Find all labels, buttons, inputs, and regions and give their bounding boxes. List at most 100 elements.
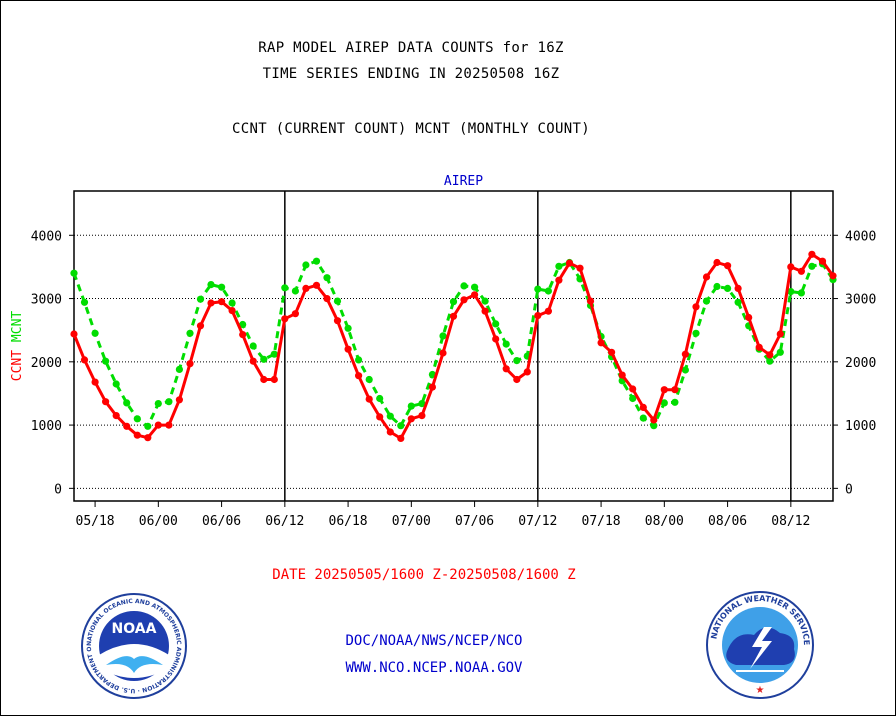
y-axis-label-ccnt: CCNT	[10, 350, 25, 381]
data-point-ccnt	[270, 375, 278, 384]
y-tick-label-right: 2000	[845, 356, 876, 371]
data-point-mcnt	[439, 332, 447, 340]
data-point-mcnt	[471, 283, 479, 291]
data-point-ccnt	[175, 396, 183, 404]
data-point-mcnt	[355, 356, 363, 364]
y-tick-label-left: 0	[54, 482, 62, 497]
data-point-ccnt	[102, 398, 110, 406]
data-point-mcnt	[766, 357, 774, 365]
data-point-ccnt	[481, 307, 489, 315]
data-point-ccnt	[544, 307, 553, 315]
data-point-mcnt	[724, 284, 732, 292]
y-tick-label-left: 1000	[31, 419, 62, 434]
x-tick-label: 07/12	[518, 514, 557, 529]
data-point-ccnt	[144, 434, 152, 442]
y-tick-label-left: 4000	[31, 229, 62, 244]
data-point-mcnt	[418, 400, 426, 408]
data-point-ccnt	[692, 303, 700, 311]
data-point-ccnt	[355, 372, 363, 380]
nws-logo-star: ★	[756, 685, 765, 696]
data-point-ccnt	[502, 365, 510, 373]
data-point-ccnt	[787, 263, 795, 271]
data-point-mcnt	[323, 274, 331, 282]
website-link[interactable]: WWW.NCO.NCEP.NOAA.GOV	[345, 660, 523, 676]
data-point-ccnt	[702, 273, 711, 281]
data-point-ccnt	[797, 267, 806, 275]
data-point-ccnt	[70, 330, 78, 338]
y-tick-label-right: 3000	[845, 293, 876, 308]
data-point-ccnt	[565, 259, 574, 267]
data-point-ccnt	[344, 345, 352, 353]
y-axis-label-mcnt: MCNT	[10, 311, 25, 350]
chart-subtitle-series: TIME SERIES ENDING IN 20250508 16Z	[262, 66, 560, 82]
x-tick-label: 08/00	[645, 514, 684, 529]
data-point-ccnt	[586, 297, 595, 305]
data-point-mcnt	[91, 329, 99, 337]
nws-logo: NATIONAL WEATHER SERVICE ★	[706, 591, 814, 699]
data-point-ccnt	[513, 375, 521, 384]
data-point-mcnt	[544, 287, 553, 295]
data-point-ccnt	[639, 403, 647, 411]
data-point-ccnt	[439, 349, 447, 357]
data-point-mcnt	[534, 285, 542, 293]
data-point-ccnt	[650, 416, 658, 424]
data-point-ccnt	[228, 307, 236, 315]
data-point-mcnt	[481, 297, 489, 305]
data-point-ccnt	[428, 383, 436, 391]
x-tick-label: 06/06	[202, 514, 241, 529]
data-point-mcnt	[312, 257, 321, 265]
data-point-mcnt	[207, 281, 215, 289]
data-point-ccnt	[196, 322, 205, 330]
data-point-mcnt	[734, 298, 742, 306]
data-point-mcnt	[218, 283, 226, 291]
data-point-ccnt	[671, 386, 679, 394]
data-point-mcnt	[555, 262, 563, 270]
x-tick-label: 08/06	[708, 514, 747, 529]
data-point-ccnt	[323, 295, 331, 303]
chart-legend-description: CCNT (CURRENT COUNT) MCNT (MONTHLY COUNT…	[232, 121, 590, 137]
data-point-ccnt	[523, 368, 531, 376]
noaa-logo-text: NOAA	[112, 621, 157, 637]
data-point-ccnt	[471, 291, 479, 299]
data-point-mcnt	[112, 380, 120, 388]
data-point-ccnt	[281, 315, 289, 323]
plot-area-frame	[73, 190, 834, 502]
data-point-mcnt	[681, 366, 690, 374]
plot-subtitle: AIREP	[444, 174, 483, 189]
data-point-mcnt	[797, 289, 806, 297]
series-line-ccnt	[72, 252, 835, 440]
data-point-ccnt	[681, 350, 690, 358]
data-point-ccnt	[207, 299, 215, 307]
y-tick-label-right: 0	[845, 482, 853, 497]
data-point-ccnt	[755, 343, 763, 351]
data-point-mcnt	[492, 320, 500, 328]
data-point-mcnt	[629, 394, 637, 403]
data-point-mcnt	[692, 329, 700, 337]
data-point-ccnt	[154, 421, 162, 429]
data-point-ccnt	[407, 415, 415, 423]
data-point-mcnt	[102, 357, 110, 365]
x-tick-label: 07/18	[582, 514, 621, 529]
y-tick-label-left: 2000	[31, 356, 62, 371]
data-point-ccnt	[365, 395, 373, 403]
data-point-mcnt	[291, 287, 299, 295]
data-point-mcnt	[502, 340, 510, 348]
data-point-ccnt	[376, 413, 384, 421]
data-point-mcnt	[365, 375, 373, 384]
data-point-mcnt	[713, 282, 721, 291]
data-point-mcnt	[302, 261, 310, 269]
data-point-ccnt	[186, 360, 194, 368]
data-point-ccnt	[333, 317, 342, 325]
data-point-ccnt	[818, 257, 827, 265]
data-point-ccnt	[713, 258, 721, 267]
y-tick-label-right: 1000	[845, 419, 876, 434]
data-point-mcnt	[808, 262, 816, 270]
org-label: DOC/NOAA/NWS/NCEP/NCO	[345, 633, 523, 649]
data-point-mcnt	[344, 324, 352, 332]
data-point-ccnt	[618, 371, 626, 379]
x-tick-label: 06/18	[329, 514, 368, 529]
data-point-mcnt	[449, 298, 458, 306]
y-tick-label-right: 4000	[845, 229, 876, 244]
data-point-ccnt	[165, 421, 173, 429]
data-point-mcnt	[376, 394, 384, 403]
